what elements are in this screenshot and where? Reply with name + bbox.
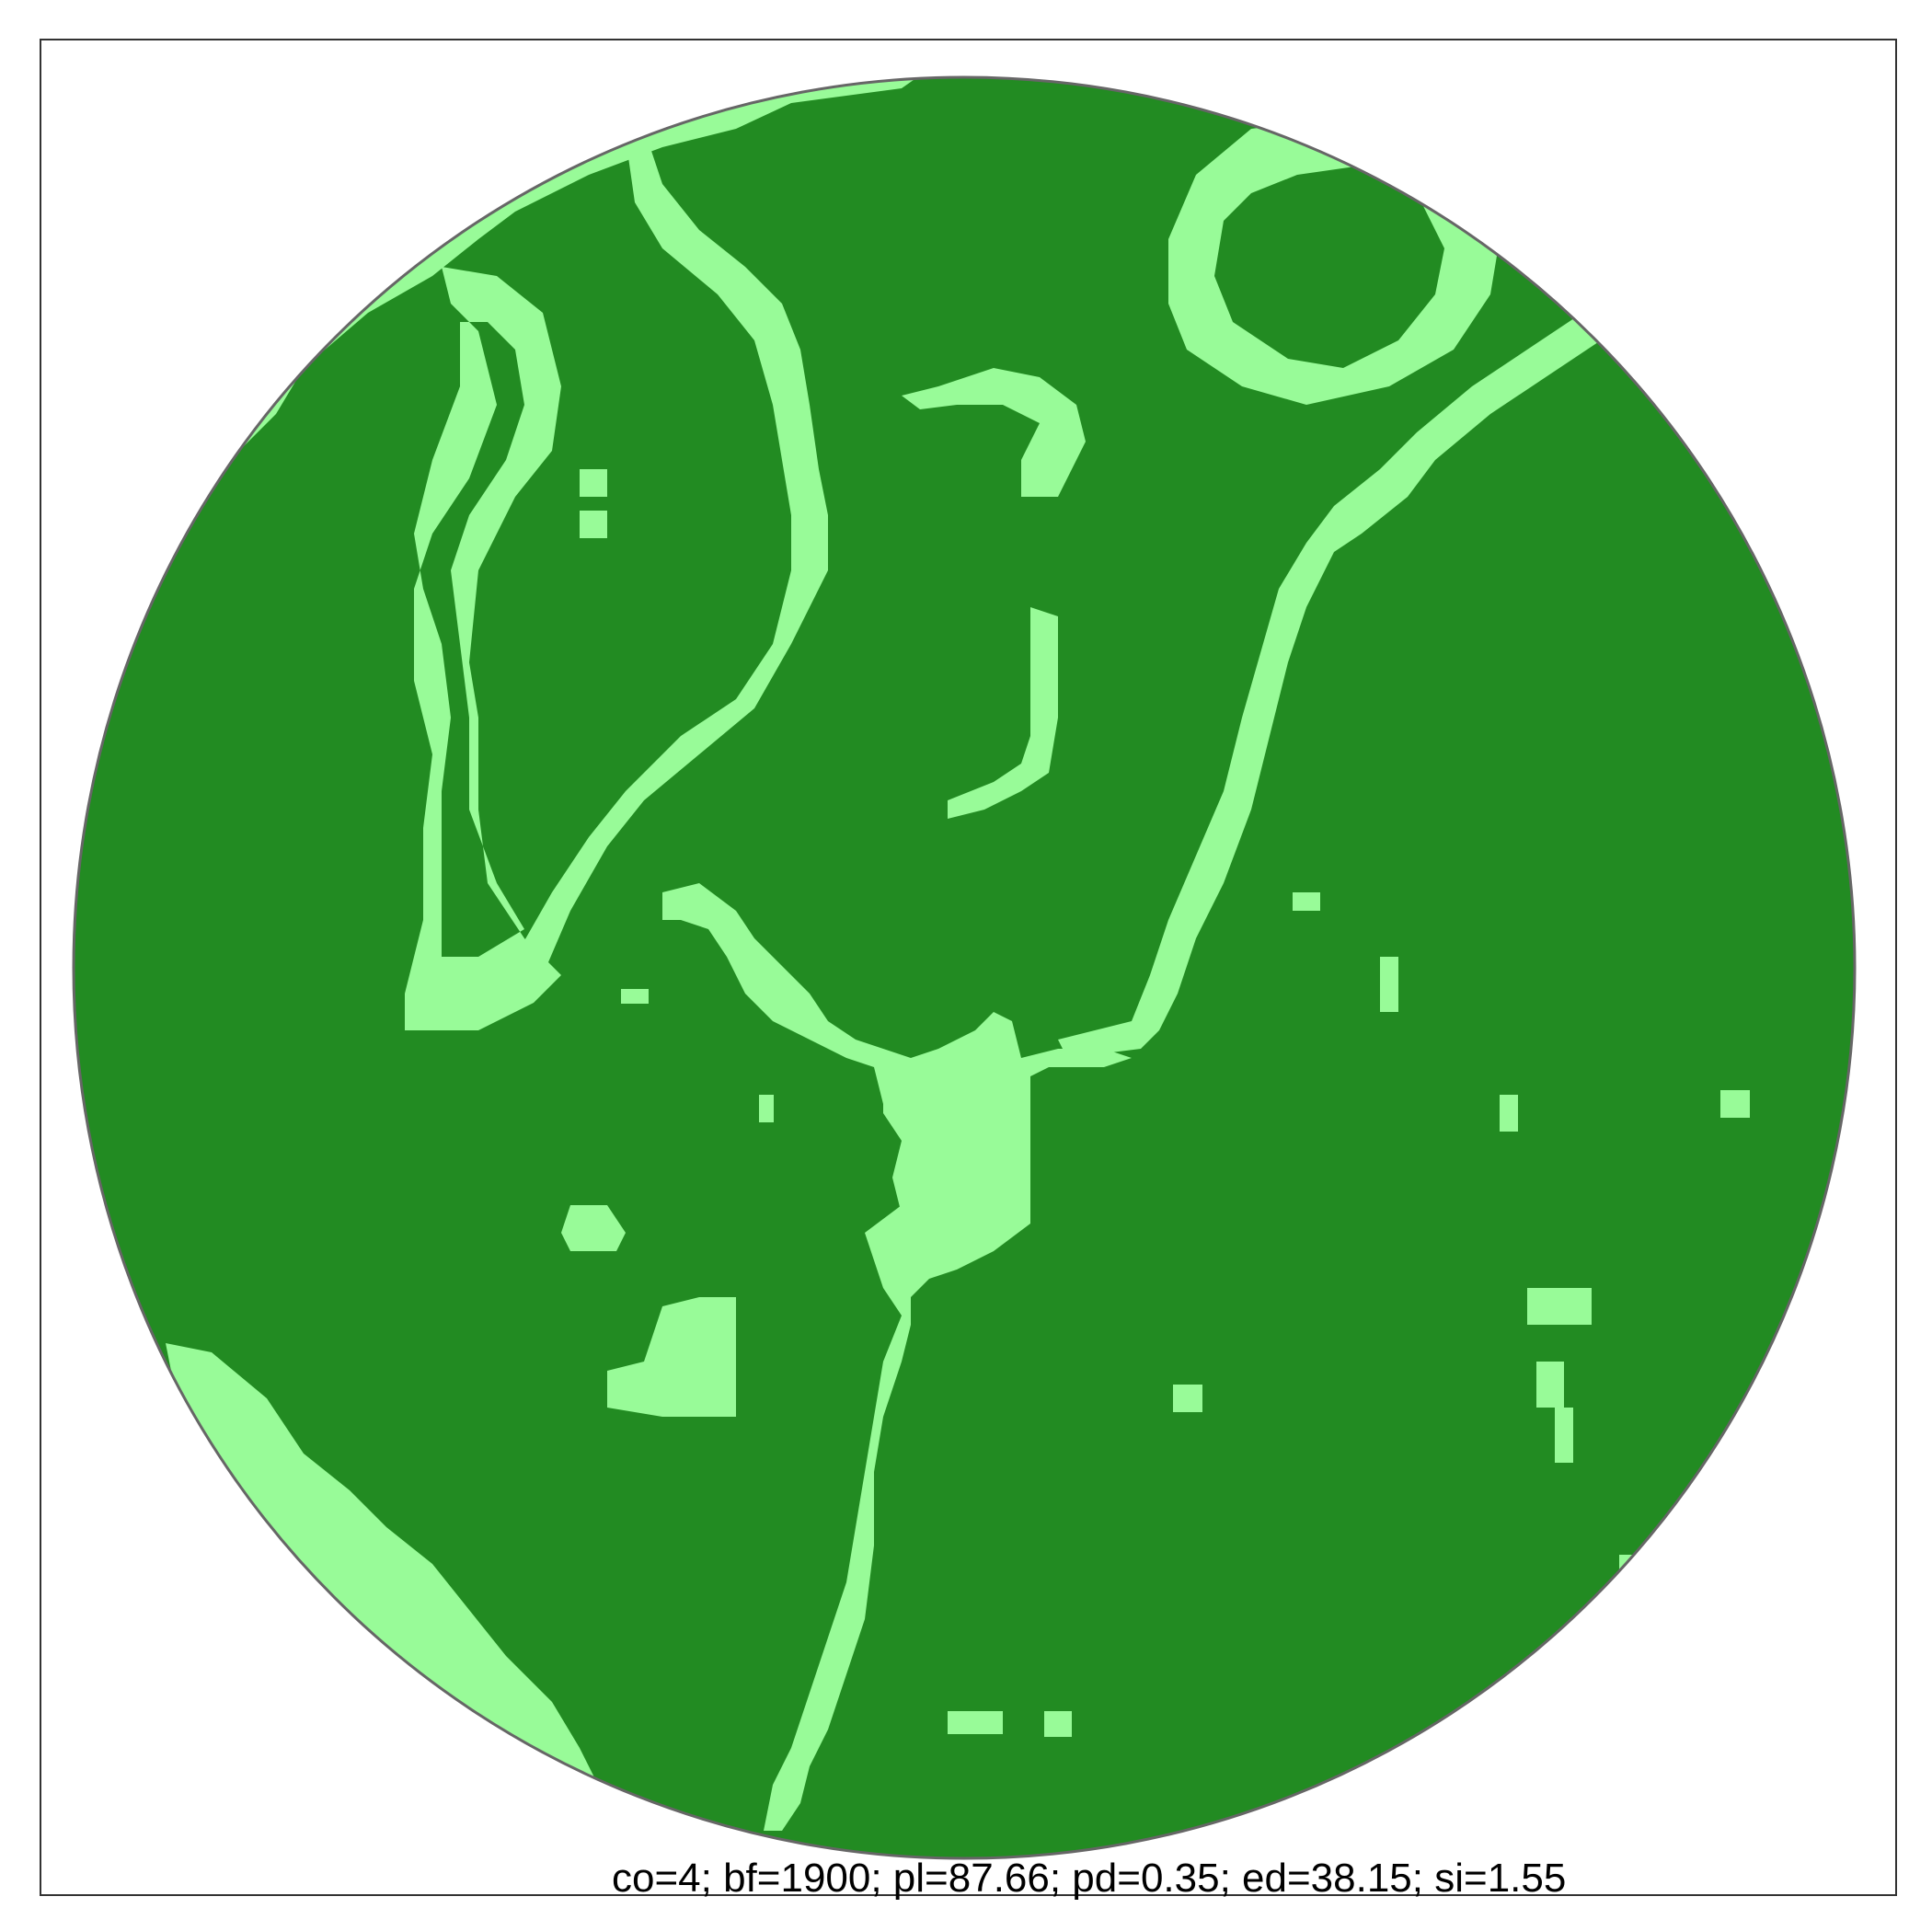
matrix-patch-right-block-5: [1173, 1385, 1202, 1412]
plot-frame: [40, 39, 1897, 1896]
matrix-patch-bottom-block-2: [1044, 1711, 1072, 1737]
landscape-circle: [74, 77, 1855, 1858]
matrix-patch-right-block-2: [1720, 1090, 1750, 1118]
matrix-patch-lower-triangle: [607, 1297, 736, 1417]
landscape-circle-outline: [72, 75, 1857, 1860]
matrix-patch-small-left: [561, 1205, 626, 1251]
matrix-patch-right-block-7: [1500, 1095, 1518, 1132]
matrix-patch-left-block-1: [580, 469, 607, 497]
matrix-patch-left-loop: [405, 267, 561, 1030]
matrix-patch-central-blob: [883, 1067, 1030, 1270]
matrix-patch-left-block-2: [580, 511, 607, 538]
matrix-patch-center-block-2: [621, 989, 649, 1004]
matrix-patch-lower-left-band: [166, 1343, 598, 1831]
matrix-patch-right-block-8: [1380, 957, 1398, 1012]
matrix-patch-bottom-block-1: [948, 1711, 1003, 1734]
matrix-patch-right-block-1: [1527, 1288, 1592, 1325]
matrix-patches: [166, 77, 1750, 1831]
matrix-patch-center-block-1: [759, 1095, 774, 1122]
matrix-patch-right-block-6: [1293, 892, 1320, 911]
matrix-patch-right-channel: [1058, 313, 1601, 1058]
matrix-patch-s-curve: [515, 129, 828, 1012]
matrix-patch-mid-line: [948, 607, 1058, 819]
matrix-patch-right-block-4: [1555, 1408, 1573, 1463]
matrix-patch-right-block-3: [1536, 1362, 1564, 1408]
matrix-patch-center-hook: [902, 368, 1086, 497]
landscape-metrics-label: co=4; bf=1900; pl=87.66; pd=0.35; ed=38.…: [612, 1856, 1566, 1901]
